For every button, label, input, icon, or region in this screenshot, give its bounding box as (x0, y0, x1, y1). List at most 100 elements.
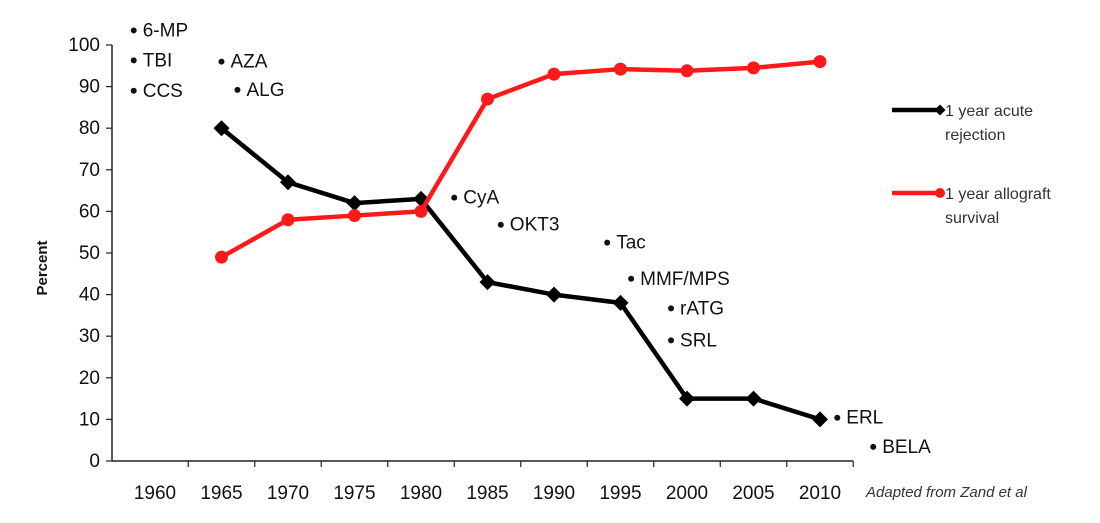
drug-annotation: SRL (668, 330, 717, 351)
y-tick-label: 90 (79, 77, 100, 98)
drug-annotation: AZA (218, 52, 268, 73)
series-line (220, 126, 821, 422)
data-point (281, 213, 295, 227)
y-tick-label: 10 (79, 409, 100, 430)
data-point (680, 64, 694, 78)
drug-annotation: ALG (234, 80, 284, 101)
annotation-label: ERL (846, 408, 883, 429)
x-axis-ticks: 1960 1965 1970 1975 1980 1985 1990 1995 2000 2005… (134, 461, 854, 504)
annotation-label: AZA (231, 52, 268, 73)
data-point (745, 390, 762, 407)
legend-label: survival (945, 210, 999, 227)
y-tick-label: 50 (79, 243, 100, 264)
annotation-label: MMF/MPS (640, 269, 730, 290)
legend: 1 year acute rejection 1 year allograft sur… (892, 103, 1051, 227)
annotation-bullet (668, 305, 675, 312)
annotation-label: ALG (246, 80, 284, 101)
drug-annotation: CCS (130, 81, 183, 102)
data-point (348, 209, 361, 223)
x-tick-label: 1975 (333, 483, 375, 504)
legend-item: 1 year allograft survival (892, 186, 1051, 227)
data-point (614, 62, 627, 76)
x-tick-label: 2005 (732, 483, 774, 504)
data-point (481, 92, 494, 106)
data-point (346, 195, 363, 212)
annotation-label: Tac (616, 233, 646, 254)
annotation-label: OKT3 (510, 215, 560, 236)
annotation-bullet (497, 221, 504, 228)
legend-item: 1 year acute rejection (892, 103, 1033, 144)
x-tick-label: 2010 (799, 483, 841, 504)
x-tick-label: 1960 (134, 483, 176, 504)
annotation-bullet (668, 337, 675, 344)
drug-annotation: ERL (834, 408, 883, 429)
annotation-bullet (130, 87, 137, 94)
data-point (414, 204, 428, 218)
series-allograft-survival (215, 55, 827, 264)
annotation-bullet (130, 27, 137, 34)
x-tick-label: 1970 (267, 483, 309, 504)
annotation-bullet (451, 194, 458, 201)
y-axis-ticks: 0 10 20 30 40 50 60 70 80 90 100 (68, 35, 112, 472)
series-layer (213, 55, 828, 428)
source-note: Adapted from Zand et al (865, 484, 1028, 501)
annotation-bullet (834, 414, 841, 421)
series-line (220, 59, 821, 260)
y-tick-label: 20 (79, 368, 100, 389)
data-point (215, 250, 228, 264)
annotation-bullet (234, 86, 241, 93)
data-point (747, 61, 760, 75)
y-tick-label: 40 (79, 285, 100, 306)
drug-annotation: BELA (870, 437, 931, 458)
y-tick-label: 80 (79, 118, 100, 139)
data-point (280, 174, 296, 191)
legend-swatch-marker (935, 188, 945, 198)
annotation-bullet (870, 443, 877, 450)
drug-annotation: 6-MP (130, 20, 188, 41)
x-tick-label: 1980 (400, 483, 442, 504)
legend-label: 1 year allograft (945, 186, 1051, 203)
annotation-label: SRL (680, 330, 717, 351)
data-point (546, 286, 562, 303)
annotation-label: rATG (680, 298, 724, 319)
y-tick-label: 100 (68, 35, 100, 56)
drug-annotation: OKT3 (497, 215, 560, 236)
drug-annotation: TBI (130, 50, 173, 71)
data-point (479, 274, 496, 291)
x-tick-label: 1965 (200, 483, 242, 504)
y-tick-label: 0 (89, 451, 100, 472)
annotation-bullet (604, 239, 611, 246)
data-point (612, 294, 629, 311)
data-point (679, 390, 695, 407)
legend-label: 1 year acute (945, 103, 1033, 120)
drug-annotation: rATG (668, 298, 724, 319)
data-point (812, 411, 828, 428)
drug-annotation: MMF/MPS (628, 269, 730, 290)
x-tick-label: 1985 (466, 483, 508, 504)
legend-swatch-marker (934, 104, 946, 116)
x-tick-label: 1995 (599, 483, 641, 504)
annotation-label: 6-MP (143, 20, 188, 41)
x-tick-label: 1990 (533, 483, 575, 504)
y-tick-label: 30 (79, 326, 100, 347)
annotation-bullet (218, 58, 225, 65)
annotation-bullet (130, 57, 137, 64)
annotation-bullet (628, 275, 635, 282)
annotation-label: CyA (463, 188, 499, 209)
series-acute-rejection (213, 120, 828, 428)
x-tick-label: 2000 (666, 483, 708, 504)
drug-annotation: Tac (604, 233, 646, 254)
data-point (547, 67, 561, 81)
annotation-label: BELA (882, 437, 931, 458)
annotation-label: CCS (143, 81, 183, 102)
drug-annotations: 6-MP TBI CCS AZA ALG CyA OKT3 Tac MMF/MPS rATG SRL… (130, 20, 931, 458)
data-point (213, 120, 230, 137)
y-tick-label: 70 (79, 160, 100, 181)
y-tick-label: 60 (79, 201, 100, 222)
annotation-label: TBI (143, 50, 173, 71)
y-axis-label: Percent (34, 240, 51, 295)
drug-annotation: CyA (451, 188, 499, 209)
legend-label: rejection (945, 127, 1005, 144)
data-point (813, 55, 827, 69)
